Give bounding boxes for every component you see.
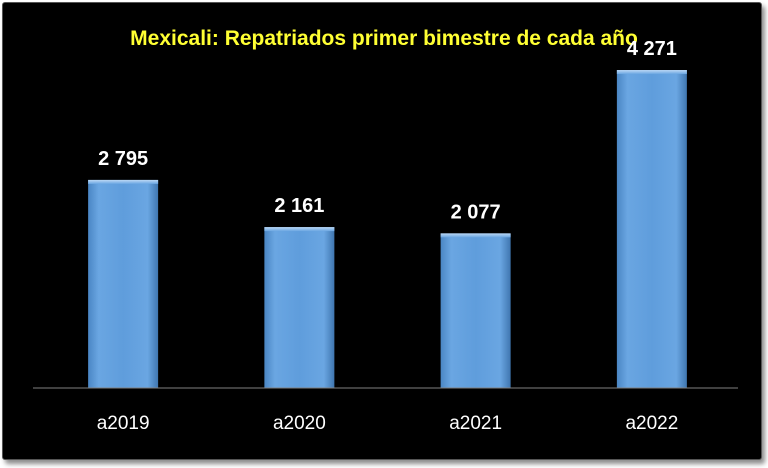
bar-a2022 xyxy=(616,70,687,388)
data-label-a2019: 2 795 xyxy=(98,148,148,170)
x-tick-a2019: a2019 xyxy=(97,413,150,434)
bar-top-highlight xyxy=(616,70,687,75)
data-label-a2021: 2 077 xyxy=(451,201,501,223)
bar-a2020 xyxy=(264,227,335,388)
chart-title: Mexicali: Repatriados primer bimestre de… xyxy=(130,27,638,50)
bar-a2019 xyxy=(88,179,159,388)
bar-top-highlight xyxy=(264,227,335,232)
data-label-a2022: 4 271 xyxy=(627,38,677,60)
bars-group: 2 795 2 161 2 077 4 271 xyxy=(88,38,687,388)
data-label-a2020: 2 161 xyxy=(274,195,324,217)
bar-top-highlight xyxy=(88,179,159,184)
x-tick-a2020: a2020 xyxy=(273,413,326,434)
bar-top-highlight xyxy=(440,233,511,238)
bar-a2021 xyxy=(440,233,511,388)
x-tick-labels: a2019 a2020 a2021 a2022 xyxy=(97,413,679,434)
x-tick-a2022: a2022 xyxy=(625,413,678,434)
x-tick-a2021: a2021 xyxy=(449,413,502,434)
